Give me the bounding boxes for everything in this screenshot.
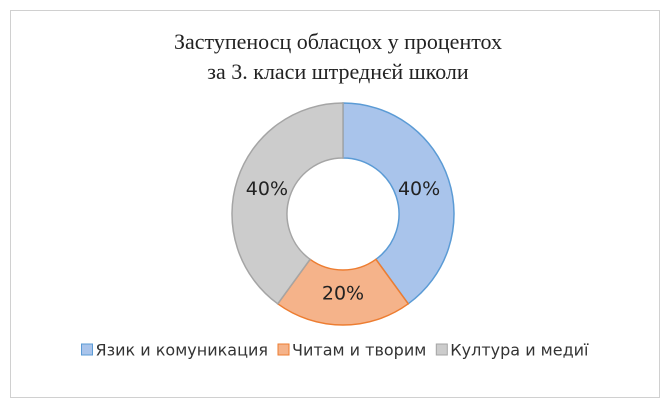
- data-label: 40%: [398, 178, 440, 200]
- legend-swatch: [435, 343, 448, 356]
- doughnut-segment: [342, 102, 455, 305]
- legend-swatch: [277, 343, 290, 356]
- chart-title: за 3. класи штреднєй школи: [207, 59, 469, 84]
- data-label: 20%: [322, 283, 364, 305]
- legend-label: Язик и комуникация: [96, 341, 269, 360]
- legend-swatch: [81, 343, 93, 356]
- legend-label: Читам и творим: [292, 341, 426, 360]
- data-label: 40%: [246, 178, 288, 200]
- chart-border: [10, 10, 660, 398]
- chart-title: Заступеносц обласцох у процентох: [174, 29, 502, 54]
- legend-label: Култура и медиї: [450, 341, 589, 360]
- doughnut-segment: [231, 102, 344, 305]
